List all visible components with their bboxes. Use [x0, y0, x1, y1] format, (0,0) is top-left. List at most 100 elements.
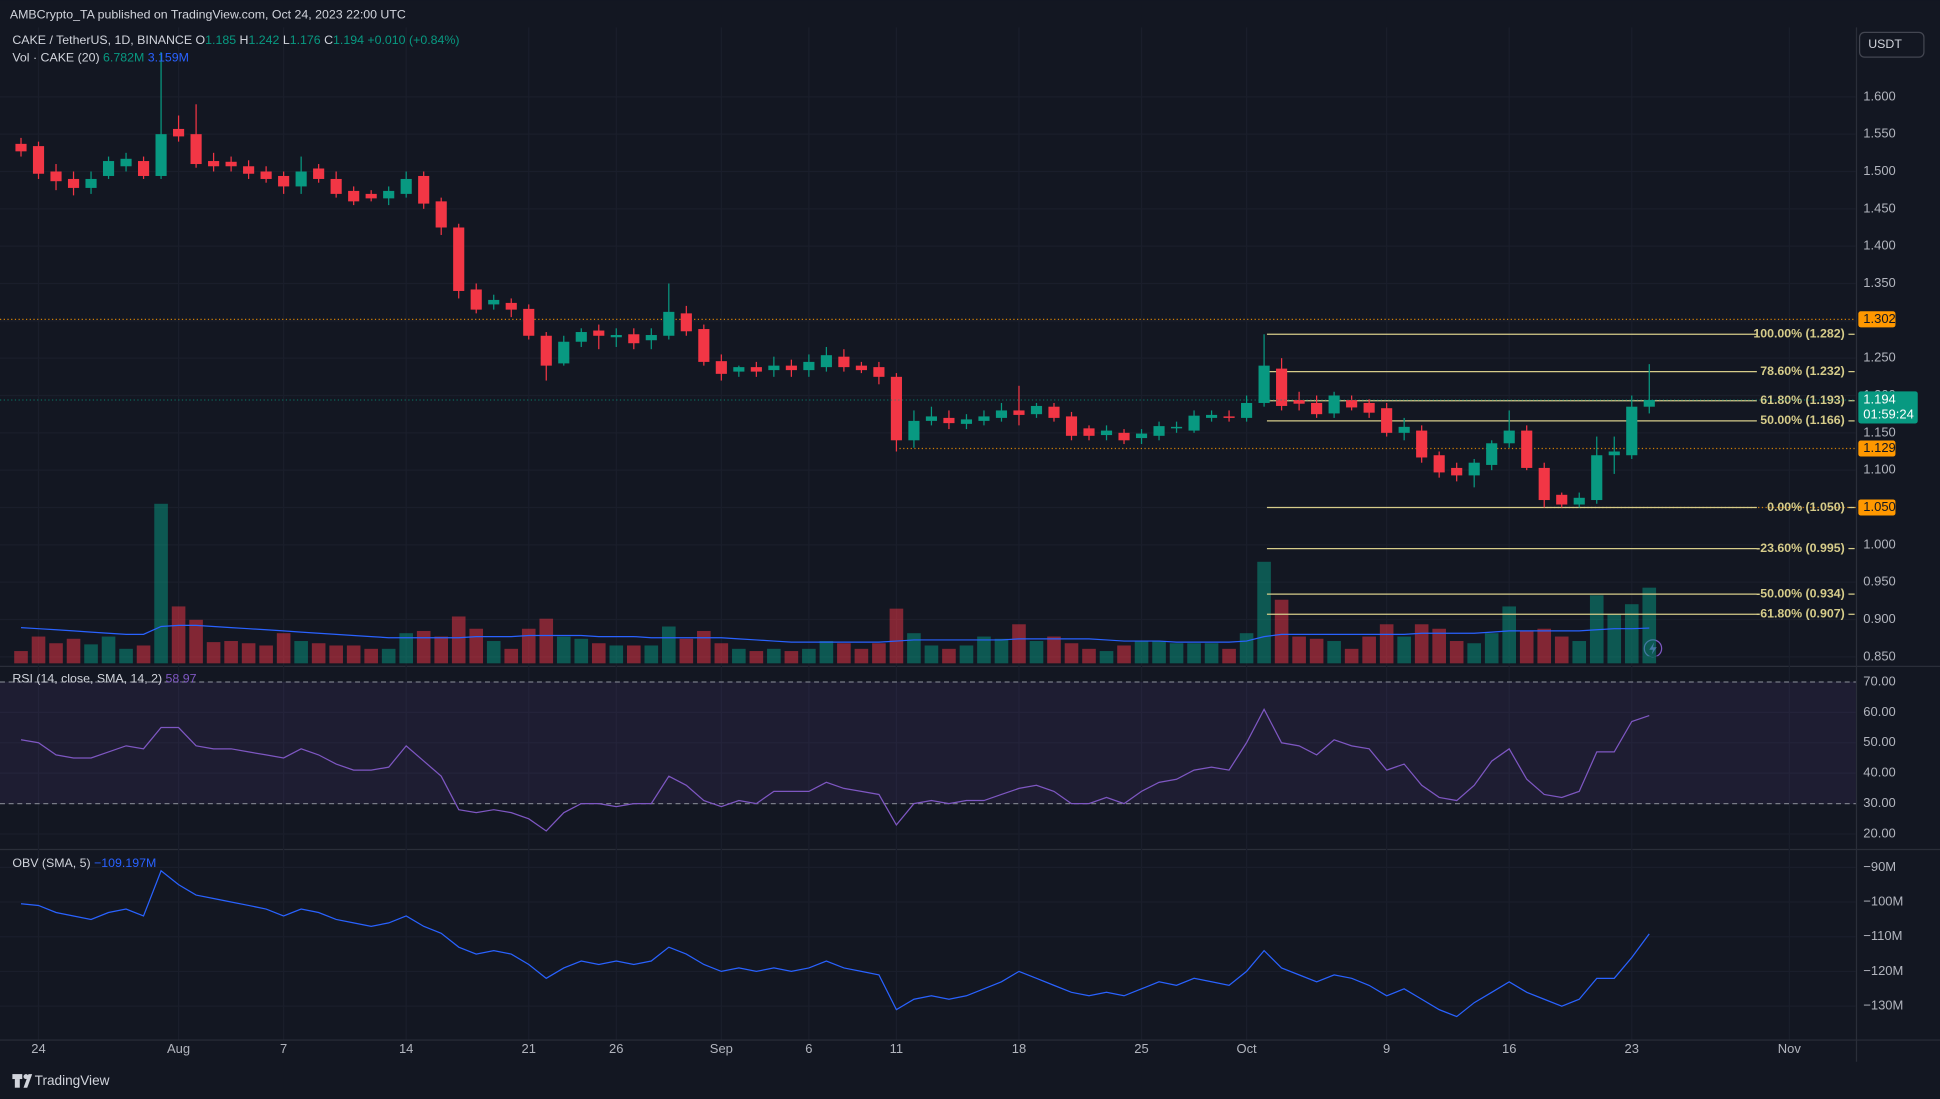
currency[interactable]: USDT [1868, 37, 1902, 51]
x-tick-label: 18 [1012, 1041, 1026, 1056]
fib-label: 50.00% (1.166) [1760, 413, 1845, 427]
volume-bar [959, 645, 974, 664]
currency-button[interactable] [1858, 31, 1925, 58]
candle-body [785, 365, 797, 371]
candle-body [173, 128, 185, 137]
candle-body [820, 355, 832, 368]
y-tick-label: 40.00 [1863, 765, 1896, 780]
x-tick-label: 9 [1383, 1041, 1390, 1056]
candle-body [1451, 467, 1463, 476]
y-tick-label: 0.850 [1863, 648, 1896, 663]
candle-body [488, 299, 500, 305]
candle-body [1083, 428, 1095, 436]
volume-bar [1082, 648, 1096, 664]
y-tick-label: 1.000 [1863, 536, 1896, 551]
volume-bar [819, 641, 834, 664]
y-tick-label: 1.150 [1863, 424, 1896, 439]
candle-body [1643, 399, 1655, 407]
ohlc-value: 1.242 [248, 33, 279, 47]
candle-body [680, 313, 692, 332]
last-price-label: 1.194 [1863, 391, 1896, 406]
volume-bar [1327, 641, 1341, 664]
volume-bar [469, 628, 484, 664]
volume-bar [1099, 651, 1114, 664]
candle-body [1170, 426, 1183, 429]
candle-body [1486, 443, 1498, 465]
candle-body [1013, 410, 1025, 415]
volume-bar [1484, 633, 1499, 664]
candle-body [890, 376, 902, 441]
y-tick-label: 1.250 [1863, 350, 1896, 365]
legend: RSI (14, close, SMA, 14, 2) 58.97 [12, 672, 196, 686]
volume-bar [1432, 628, 1446, 664]
x-tick-label: 16 [1502, 1041, 1516, 1056]
countdown: 01:59:24 [1863, 406, 1914, 421]
volume-bar [924, 645, 939, 664]
y-tick-label: 1.100 [1863, 462, 1896, 477]
obv-name: OBV (SMA, 5) [12, 856, 90, 870]
volume-bar [259, 645, 273, 664]
volume-bar [1064, 643, 1079, 664]
volume-bar [1554, 636, 1569, 664]
change: +0.010 (+0.84%) [367, 33, 459, 47]
candle-body [32, 146, 45, 174]
price-level-label: 1.050 [1863, 499, 1896, 514]
volume-bar [399, 633, 413, 664]
y-tick-label: −110M [1863, 928, 1902, 943]
candle-body [715, 361, 727, 374]
candle-body [15, 143, 27, 152]
volume-bar [1292, 636, 1306, 664]
candle-body [50, 171, 62, 182]
candle-body [1100, 430, 1113, 436]
last-price-box [1858, 391, 1918, 424]
volume-bar [591, 643, 606, 664]
candle-body [400, 178, 412, 194]
volume-bar [1572, 641, 1587, 664]
volume-bar [556, 636, 571, 664]
volume-bar [907, 633, 921, 664]
y-tick-label: 0.900 [1863, 611, 1896, 626]
volume-bar [1029, 641, 1044, 664]
brand: TradingView [35, 1073, 110, 1088]
fib-label: 61.80% (1.193) [1760, 393, 1845, 407]
candle-body [1118, 432, 1130, 441]
x-tick-label: 14 [399, 1041, 413, 1056]
volume-bar [329, 645, 343, 664]
obv-value: −109.197M [94, 856, 156, 870]
volume-bar [276, 633, 291, 664]
obv-line [20, 869, 1650, 1018]
volume-bar [1624, 604, 1639, 664]
candle-body [1188, 415, 1200, 431]
candle-body [925, 416, 938, 421]
price-level-box [1858, 499, 1896, 516]
fib-label: -61.80% (0.907) [1756, 607, 1845, 621]
candle-body [1416, 430, 1428, 458]
volume-bar [14, 651, 28, 664]
candle-body [435, 201, 447, 228]
y-tick-label: 50.00 [1863, 734, 1896, 749]
volume-bar [539, 618, 554, 664]
volume-bar [644, 645, 659, 664]
candle-body [1293, 399, 1305, 404]
x-tick-label: 11 [890, 1041, 903, 1056]
volume-bar [732, 648, 746, 664]
candle-body [418, 175, 430, 204]
volume-bar [1012, 624, 1026, 664]
fib-label: 100.00% (1.282) [1753, 327, 1844, 341]
x-tick-label: 6 [805, 1041, 812, 1056]
candle-body [1608, 451, 1620, 456]
volume-bar [1397, 636, 1411, 664]
volume-bar [31, 636, 46, 664]
candle-body [243, 166, 255, 174]
candle-body [960, 419, 973, 424]
candle-body [67, 178, 80, 188]
candle-body [137, 161, 150, 176]
volume-bar [1274, 599, 1289, 664]
volume-ma-value: 3.159M [148, 51, 189, 65]
volume-bar [1467, 643, 1481, 664]
x-tick-label: Oct [1236, 1041, 1257, 1056]
volume-bar [521, 628, 536, 664]
candle-body [313, 168, 325, 179]
volume-bar [784, 651, 799, 664]
